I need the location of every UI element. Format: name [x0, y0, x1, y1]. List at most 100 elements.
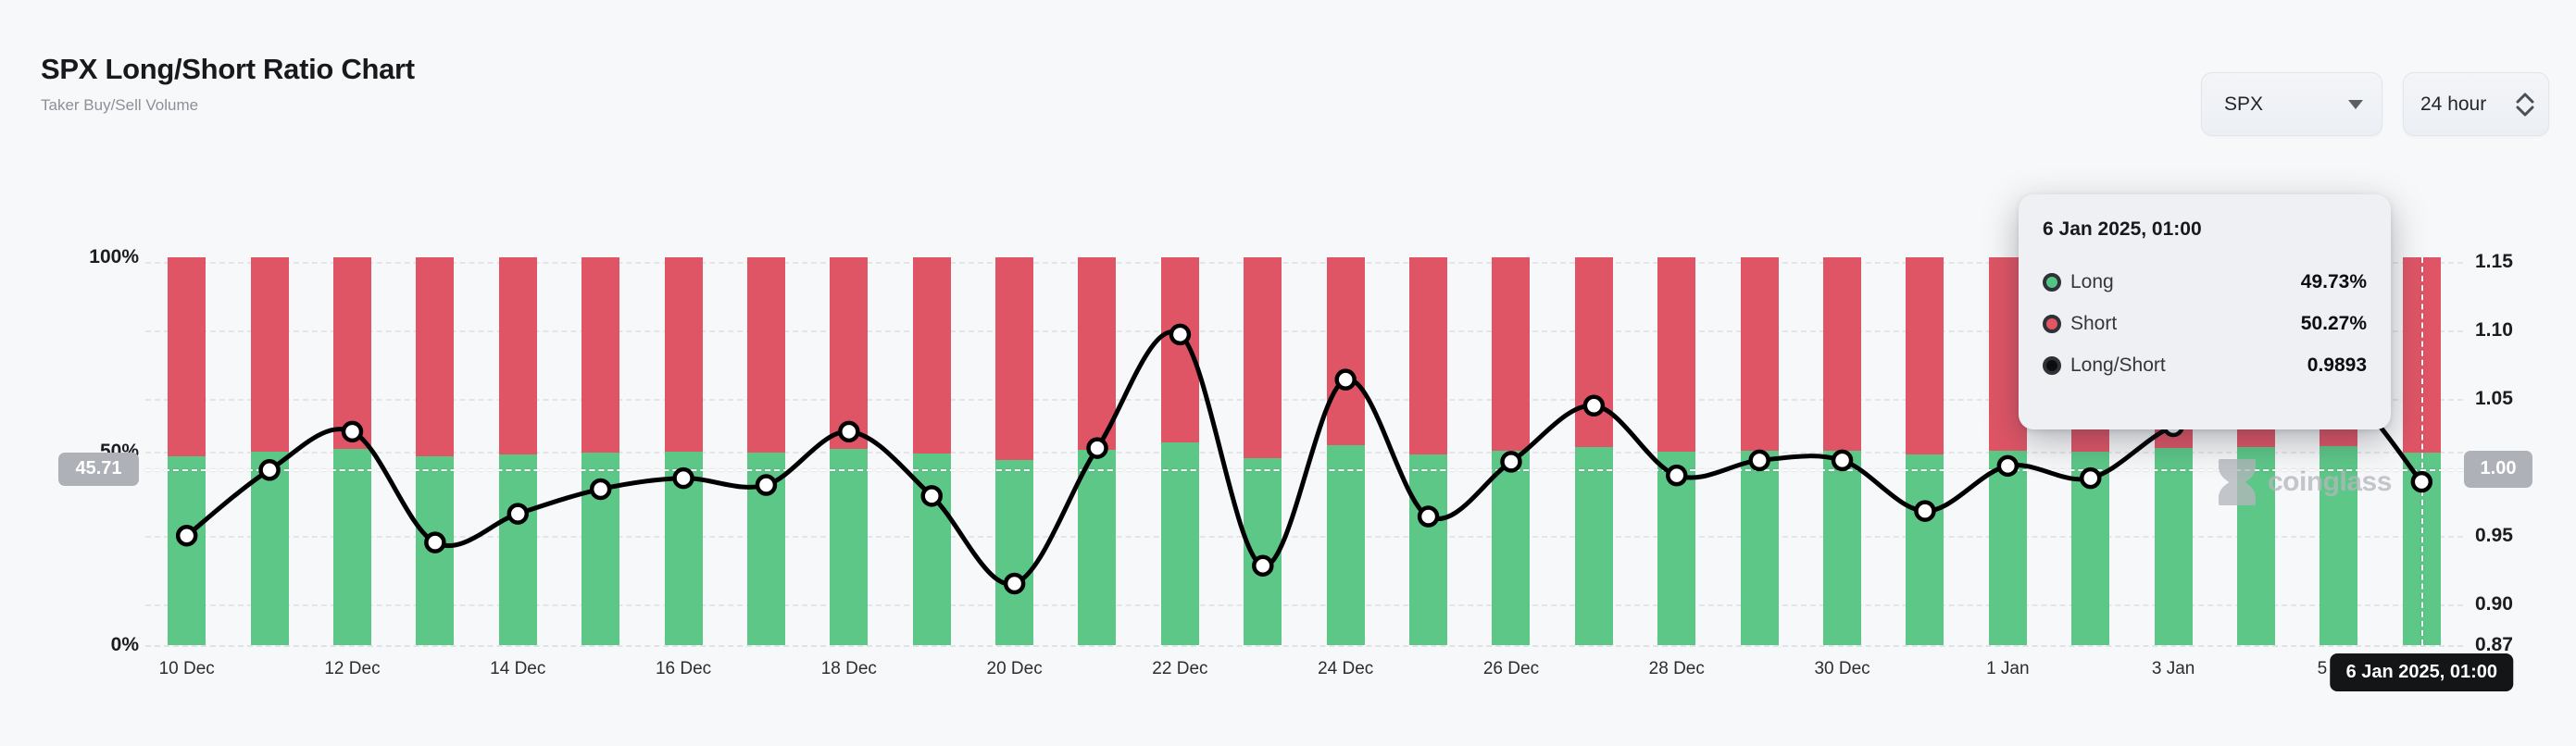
stacked-bar[interactable]	[664, 257, 703, 645]
x-axis-tick: 28 Dec	[1648, 659, 1705, 678]
stacked-bar[interactable]	[1740, 257, 1779, 645]
stacked-bar[interactable]	[746, 257, 785, 645]
bar-slot-21-dec[interactable]	[1056, 257, 1138, 645]
stacked-bar[interactable]	[250, 257, 289, 645]
crosshair-right-axis-badge: 1.00	[2464, 450, 2532, 488]
crosshair-vertical-line	[2421, 257, 2424, 645]
tooltip-series-label: Long/Short	[2070, 354, 2166, 376]
long-bar-segment	[995, 459, 1034, 645]
long-bar-segment	[1574, 446, 1613, 645]
gridline	[145, 535, 2463, 538]
bar-slot-20-dec[interactable]	[973, 257, 1056, 645]
stacked-bar[interactable]	[1409, 257, 1448, 645]
bar-slot-11-dec[interactable]	[228, 257, 310, 645]
series-dot-icon	[2043, 314, 2061, 333]
up-down-chevrons-icon	[2515, 93, 2535, 117]
stacked-bar[interactable]	[1492, 257, 1531, 645]
short-bar-segment	[1823, 257, 1861, 451]
x-axis-tick: 16 Dec	[655, 659, 712, 678]
tooltip-series-value: 49.73%	[2300, 270, 2367, 292]
ratio-point-30-dec[interactable]	[1831, 449, 1854, 472]
ratio-point-20-dec[interactable]	[1003, 572, 1026, 595]
chart-header: SPX Long/Short Ratio Chart Taker Buy/Sel…	[41, 52, 415, 115]
stacked-bar[interactable]	[332, 257, 371, 645]
stacked-bar[interactable]	[498, 257, 537, 645]
ratio-point-22-dec[interactable]	[1169, 323, 1192, 346]
long-bar-segment	[250, 451, 289, 645]
bar-slot-14-dec[interactable]	[477, 257, 559, 645]
chart-tooltip: 6 Jan 2025, 01:00 Long 49.73% Short 50.27% L…	[2019, 194, 2391, 429]
ratio-point-6-jan[interactable]	[2410, 470, 2433, 493]
ratio-point-14-dec[interactable]	[506, 503, 530, 525]
stacked-bar[interactable]	[168, 257, 206, 645]
ratio-point-12-dec[interactable]	[341, 420, 364, 443]
short-bar-segment	[1409, 257, 1448, 455]
ratio-point-27-dec[interactable]	[1582, 394, 1606, 417]
series-dot-icon	[2043, 272, 2061, 292]
bar-slot-29-dec[interactable]	[1718, 257, 1800, 645]
stacked-bar[interactable]	[1326, 257, 1365, 645]
bar-slot-10-dec[interactable]	[145, 257, 228, 645]
stacked-bar[interactable]	[830, 257, 869, 645]
tooltip-row: Short 50.27%	[2043, 303, 2367, 344]
bar-slot-26-dec[interactable]	[1469, 257, 1552, 645]
stacked-bar[interactable]	[1078, 257, 1117, 645]
ratio-point-25-dec[interactable]	[1417, 505, 1440, 528]
crosshair-left-axis-badge: 45.71	[58, 452, 139, 486]
ratio-point-23-dec[interactable]	[1252, 554, 1274, 577]
bar-slot-31-dec[interactable]	[1883, 257, 1966, 645]
bar-slot-30-dec[interactable]	[1801, 257, 1883, 645]
stacked-bar[interactable]	[1906, 257, 1945, 645]
baseline-gridline	[145, 645, 2463, 647]
interval-select[interactable]: 24 hour	[2403, 72, 2549, 136]
ratio-point-26-dec[interactable]	[1500, 451, 1522, 473]
x-axis-tick: 3 Jan	[2151, 659, 2195, 678]
long-short-ratio-line	[185, 329, 2424, 587]
x-axis-tick: 10 Dec	[158, 659, 215, 678]
long-bar-segment	[1988, 451, 2027, 645]
chevron-down-icon	[2348, 99, 2363, 109]
short-bar-segment	[1740, 257, 1779, 451]
ratio-point-10-dec[interactable]	[175, 524, 198, 547]
left-axis-tick: 0%	[110, 634, 139, 655]
bar-slot-12-dec[interactable]	[311, 257, 394, 645]
ratio-point-21-dec[interactable]	[1086, 437, 1108, 459]
ratio-point-1-jan[interactable]	[1996, 454, 2020, 478]
ratio-point-19-dec[interactable]	[920, 485, 943, 507]
long-bar-segment	[168, 455, 206, 645]
stacked-bar[interactable]	[995, 257, 1034, 645]
ratio-point-28-dec[interactable]	[1666, 464, 1688, 487]
ratio-point-16-dec[interactable]	[672, 466, 694, 490]
ratio-point-31-dec[interactable]	[1914, 500, 1936, 522]
long-bar-segment	[332, 448, 371, 645]
ratio-point-18-dec[interactable]	[838, 420, 860, 443]
long-bar-segment	[2320, 445, 2358, 645]
ratio-point-17-dec[interactable]	[755, 474, 778, 496]
stacked-bar[interactable]	[1823, 257, 1861, 645]
crosshair-horizontal-line	[145, 468, 2463, 471]
ratio-point-11-dec[interactable]	[258, 459, 281, 481]
long-bar-segment	[1326, 445, 1365, 645]
x-axis-tick: 30 Dec	[1814, 659, 1870, 678]
bar-slot-17-dec[interactable]	[725, 257, 807, 645]
bar-slot-18-dec[interactable]	[807, 257, 890, 645]
ratio-point-24-dec[interactable]	[1334, 368, 1357, 391]
watermark-text: coinglass	[2268, 466, 2392, 497]
x-axis-tick: 20 Dec	[986, 659, 1043, 678]
short-bar-segment	[1657, 257, 1696, 453]
short-bar-segment	[332, 257, 371, 449]
short-bar-segment	[995, 257, 1034, 460]
interval-select-value: 24 hour	[2420, 93, 2487, 115]
bar-slot-24-dec[interactable]	[1304, 257, 1386, 645]
bar-slot-16-dec[interactable]	[642, 257, 724, 645]
bar-slot-25-dec[interactable]	[1387, 257, 1469, 645]
page-subtitle: Taker Buy/Sell Volume	[41, 96, 199, 114]
watermark: coinglass	[2215, 457, 2392, 507]
ratio-point-15-dec[interactable]	[589, 478, 612, 501]
ratio-point-29-dec[interactable]	[1748, 449, 1770, 472]
ratio-point-2-jan[interactable]	[2079, 466, 2102, 490]
ratio-point-13-dec[interactable]	[424, 531, 446, 553]
symbol-select[interactable]: SPX	[2201, 72, 2382, 136]
short-bar-segment	[250, 257, 289, 452]
gridline	[145, 398, 2463, 401]
